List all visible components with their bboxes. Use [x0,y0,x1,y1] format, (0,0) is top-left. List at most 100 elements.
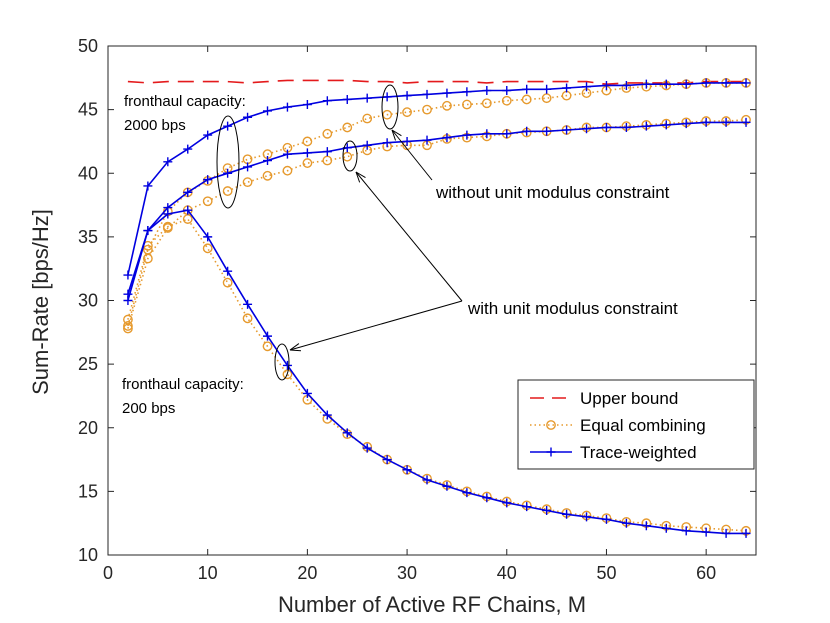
data-point [582,124,592,134]
callout-ellipse [274,343,290,381]
x-axis-label: Number of Active RF Chains, M [278,592,586,617]
data-point [661,79,671,89]
data-point [263,156,273,166]
data-point [163,209,173,219]
data-point [182,214,193,224]
y-axis-label: Sum-Rate [bps/Hz] [28,209,53,395]
data-point [203,232,213,242]
data-point [342,94,352,104]
data-point [362,443,372,453]
data-point [661,120,671,130]
series-trace-weighted-2 [123,78,751,280]
data-point [362,140,372,150]
data-point [382,138,392,148]
data-point [601,122,611,132]
data-point [741,117,751,127]
data-point [542,126,552,136]
y-tick-label: 50 [78,36,98,56]
data-point [202,243,213,254]
data-point [721,117,731,127]
legend: Upper bound Equal combining Trace-weighted [517,379,755,470]
data-point [143,226,153,236]
data-point [262,341,273,352]
data-point [701,117,711,127]
data-point [482,129,492,139]
legend-label: Upper bound [580,389,678,408]
data-point [402,136,412,146]
data-point [123,314,133,325]
data-point [502,129,512,139]
x-tick-label: 40 [497,563,517,583]
data-point [721,528,731,538]
annotation-fronthaul-2000-line2: 2000 bps [124,117,186,134]
data-point [242,177,253,188]
data-point [223,266,233,276]
callout-ellipse [216,115,240,209]
x-tick-label: 60 [696,563,716,583]
y-tick-label: 45 [78,100,98,120]
data-point [442,481,452,491]
annotation-without-unit-modulus: without unit modulus constraint [435,183,670,202]
data-point [462,87,472,97]
data-point [222,277,233,288]
data-point [222,186,233,196]
arrow-with-unit-lower [289,300,463,351]
data-point [522,84,532,94]
data-point [681,119,691,129]
data-point [582,512,592,522]
data-point [302,148,312,158]
arrow-with-unit-upper [355,171,463,302]
series-trace-weighted-4 [123,117,751,299]
data-point [502,498,512,508]
data-point [123,270,133,280]
y-tick-label: 40 [78,163,98,183]
data-point [362,113,373,124]
data-point [202,196,213,207]
data-point [481,98,492,109]
data-point [302,158,313,168]
series-line [127,82,746,327]
callout-ellipse [342,140,358,172]
series-line [127,79,746,86]
data-point [681,526,691,536]
data-point [601,80,611,90]
callout-ellipse [381,84,399,130]
annotation-fronthaul-2000-line1: fronthaul capacity: [124,93,246,110]
legend-marker [546,447,556,457]
legend-label: Trace-weighted [580,443,697,462]
data-point [322,410,332,420]
series-upper-bound-0 [127,79,746,86]
data-point [562,125,572,135]
y-tick-label: 10 [78,545,98,565]
data-point [721,78,731,88]
arrow-without-unit-head [391,129,402,141]
data-point [322,155,333,166]
data-point [542,84,552,94]
data-point [162,221,173,232]
data-point [502,86,512,96]
data-point [243,112,253,122]
x-tick-label: 50 [596,563,616,583]
data-point [282,102,292,112]
data-point [322,147,332,157]
data-point [183,144,193,154]
data-point [382,455,392,465]
data-point [701,78,711,88]
data-point [402,107,412,118]
y-tick-label: 15 [78,481,98,501]
data-point [382,92,392,102]
data-point [183,187,193,197]
y-tick-label: 25 [78,354,98,374]
data-point [462,130,472,140]
x-tick-label: 30 [397,563,417,583]
data-point [143,181,153,191]
y-tick-label: 20 [78,418,98,438]
data-point [302,100,312,110]
annotation-fronthaul-200-line2: 200 bps [122,400,175,417]
annotation-with-unit-modulus: with unit modulus constraint [467,299,678,318]
series-line [127,218,747,532]
data-point [601,514,611,524]
data-point [342,122,353,133]
